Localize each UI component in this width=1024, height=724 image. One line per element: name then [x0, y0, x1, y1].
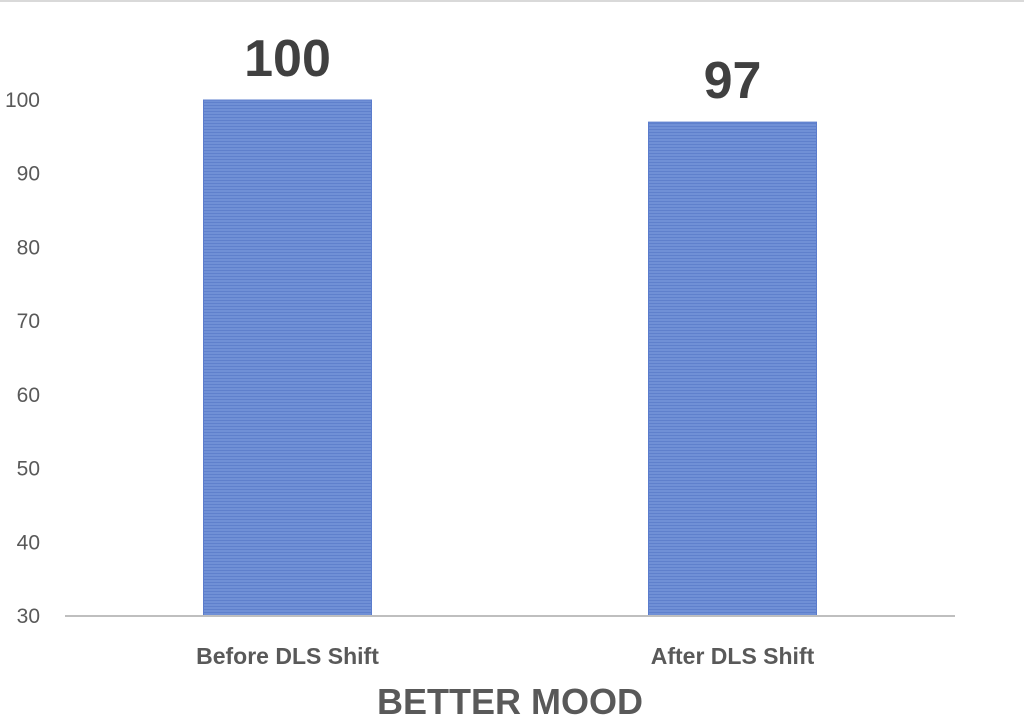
y-tick-label: 80: [17, 236, 40, 259]
y-tick-label: 100: [5, 89, 40, 112]
bar: [648, 121, 817, 617]
data-labels: 100 97: [244, 30, 761, 110]
y-axis-ticks: 30 40 50 60 70 80 90 100: [5, 89, 40, 628]
y-tick-label: 90: [17, 163, 40, 186]
bar: [203, 99, 372, 617]
y-tick-label: 30: [17, 605, 40, 628]
x-axis-title: BETTER MOOD: [377, 681, 643, 722]
category-labels: Before DLS Shift After DLS Shift: [196, 643, 814, 669]
category-label: After DLS Shift: [651, 643, 815, 669]
y-tick-label: 50: [17, 458, 40, 481]
data-label: 97: [704, 52, 762, 110]
bars: [203, 99, 817, 617]
category-label: Before DLS Shift: [196, 643, 379, 669]
y-tick-label: 40: [17, 531, 40, 554]
y-tick-label: 60: [17, 384, 40, 407]
data-label: 100: [244, 30, 331, 88]
y-tick-label: 70: [17, 310, 40, 333]
